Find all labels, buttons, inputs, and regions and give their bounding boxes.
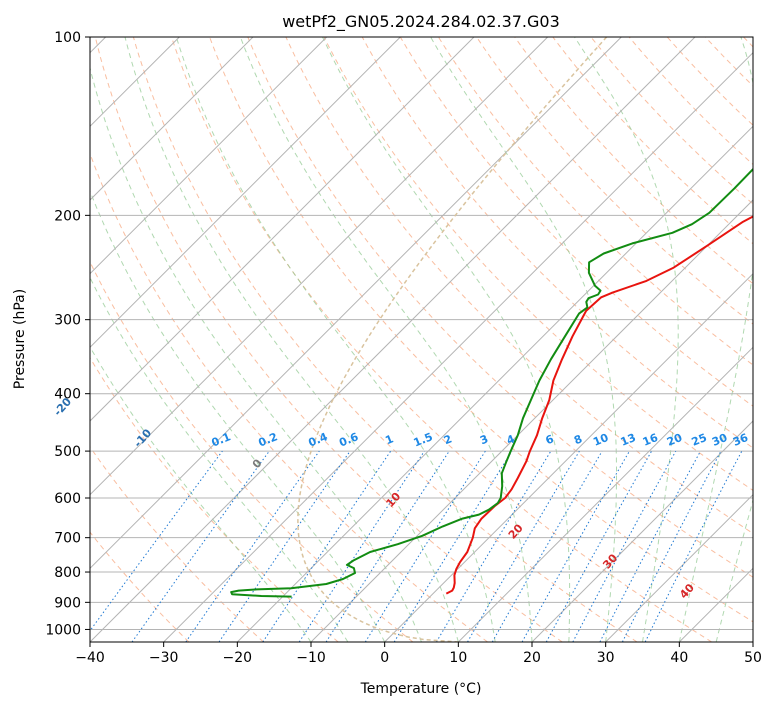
- dry-adiabat: [437, 37, 753, 366]
- y-tick-label: 800: [54, 565, 81, 581]
- mixing-ratio-line: [521, 450, 630, 642]
- dry-adiabat: [94, 37, 563, 642]
- isotherm: [90, 37, 401, 349]
- mixing-ratio-label: 8: [572, 432, 584, 447]
- moist-adiabat: [322, 37, 571, 642]
- moist-adiabat: [574, 37, 679, 642]
- dewpoint-profile-line: [230, 167, 753, 598]
- mixing-ratio-line: [467, 450, 580, 642]
- dry-adiabat: [132, 37, 638, 642]
- y-tick-label: 600: [54, 491, 81, 507]
- dry-adiabat: [90, 260, 414, 642]
- dry-adiabat: [399, 37, 753, 407]
- mixing-ratio-label: 36: [731, 431, 750, 449]
- dry-adiabat: [209, 37, 753, 623]
- moist-adiabat: [239, 37, 533, 642]
- y-tick-label: 100: [54, 30, 81, 46]
- dry-adiabat: [285, 37, 753, 535]
- mixing-ratio-label: 25: [690, 431, 709, 449]
- isotherm: [90, 37, 549, 496]
- isotherm: [90, 37, 475, 422]
- x-tick-label: 40: [670, 650, 688, 666]
- dry-adiabat: [323, 37, 753, 491]
- y-tick-label: 700: [54, 531, 81, 547]
- isotherm: [310, 199, 753, 642]
- x-tick-label: 20: [523, 650, 541, 666]
- mixing-ratio-line: [393, 450, 513, 642]
- isotherm: [752, 641, 753, 642]
- axes: −40 −30 −20 −10 0 10 20 30 40 50 100 200 300 400 500 60…: [45, 30, 762, 666]
- isotherm: [531, 420, 753, 642]
- mixing-ratio-label: 30: [710, 431, 729, 449]
- dry-adiabat: [247, 37, 753, 578]
- x-tick-label: −40: [75, 650, 105, 666]
- mixing-ratio-line: [435, 450, 552, 642]
- chart-title: wetPf2_GN05.2024.284.02.37.G03: [282, 12, 560, 32]
- background-lines: [90, 37, 753, 642]
- mixing-ratio-line: [545, 450, 653, 642]
- y-tick-label: 400: [54, 387, 81, 403]
- moist-adiabat: [175, 37, 496, 642]
- isotherm: [90, 37, 254, 201]
- mixing-ratio-label: 13: [619, 431, 638, 449]
- y-tick-label: 300: [54, 313, 81, 329]
- mixing-ratio-line: [185, 450, 320, 642]
- moist-adiabat: [430, 37, 617, 642]
- y-axis-label: Pressure (hPa): [12, 289, 28, 389]
- profile-lines: [230, 167, 753, 598]
- moist-adiabat: [90, 345, 312, 642]
- x-tick-label: −10: [296, 650, 326, 666]
- mixing-ratio-label: 16: [641, 431, 660, 449]
- mixing-ratio-label: 2: [442, 432, 454, 447]
- y-tick-label: 200: [54, 208, 81, 224]
- x-tick-label: −30: [149, 650, 179, 666]
- moist-adiabat: [90, 189, 386, 642]
- moist-adiabat: [90, 65, 422, 642]
- dry-adiabat: [90, 531, 190, 642]
- isotherm: [236, 125, 753, 642]
- mixing-ratio-line: [491, 450, 603, 642]
- y-tick-label: 1000: [45, 622, 81, 638]
- isotherm: [90, 37, 328, 275]
- x-tick-label: 10: [449, 650, 467, 666]
- x-tick-label: 50: [744, 650, 762, 666]
- isotherm: [457, 346, 753, 642]
- plot-background: [90, 37, 753, 642]
- isotherm: [90, 37, 696, 642]
- moist-adiabat: [90, 276, 349, 642]
- mixing-ratio-label: 3: [478, 432, 490, 447]
- mixing-ratio-line: [364, 450, 486, 642]
- isotherm: [384, 272, 753, 642]
- mixing-ratio-line: [218, 450, 351, 642]
- x-tick-label: 0: [380, 650, 389, 666]
- temperature-profile-line: [445, 215, 753, 595]
- curved-guide-line: [297, 37, 608, 642]
- y-tick-label: 900: [54, 595, 81, 611]
- isotherm: [90, 37, 622, 570]
- isotherm: [163, 51, 753, 642]
- mixing-ratio-line: [131, 450, 270, 642]
- mixing-ratio-label: 10: [591, 431, 610, 449]
- isotherm: [605, 493, 753, 642]
- mixing-ratio-line: [90, 450, 223, 632]
- x-tick-label: 30: [597, 650, 615, 666]
- moist-adiabat: [124, 37, 459, 642]
- x-axis-label: Temperature (°C): [360, 681, 482, 697]
- mixing-ratio-line: [572, 450, 677, 642]
- plot-frame: [89, 36, 754, 643]
- mixing-ratio-label: 1: [383, 432, 395, 447]
- mixing-ratio-label: 20: [665, 431, 684, 449]
- y-tick-label: 500: [54, 444, 81, 460]
- x-tick-label: −20: [223, 650, 253, 666]
- moist-adiabat: [752, 640, 753, 642]
